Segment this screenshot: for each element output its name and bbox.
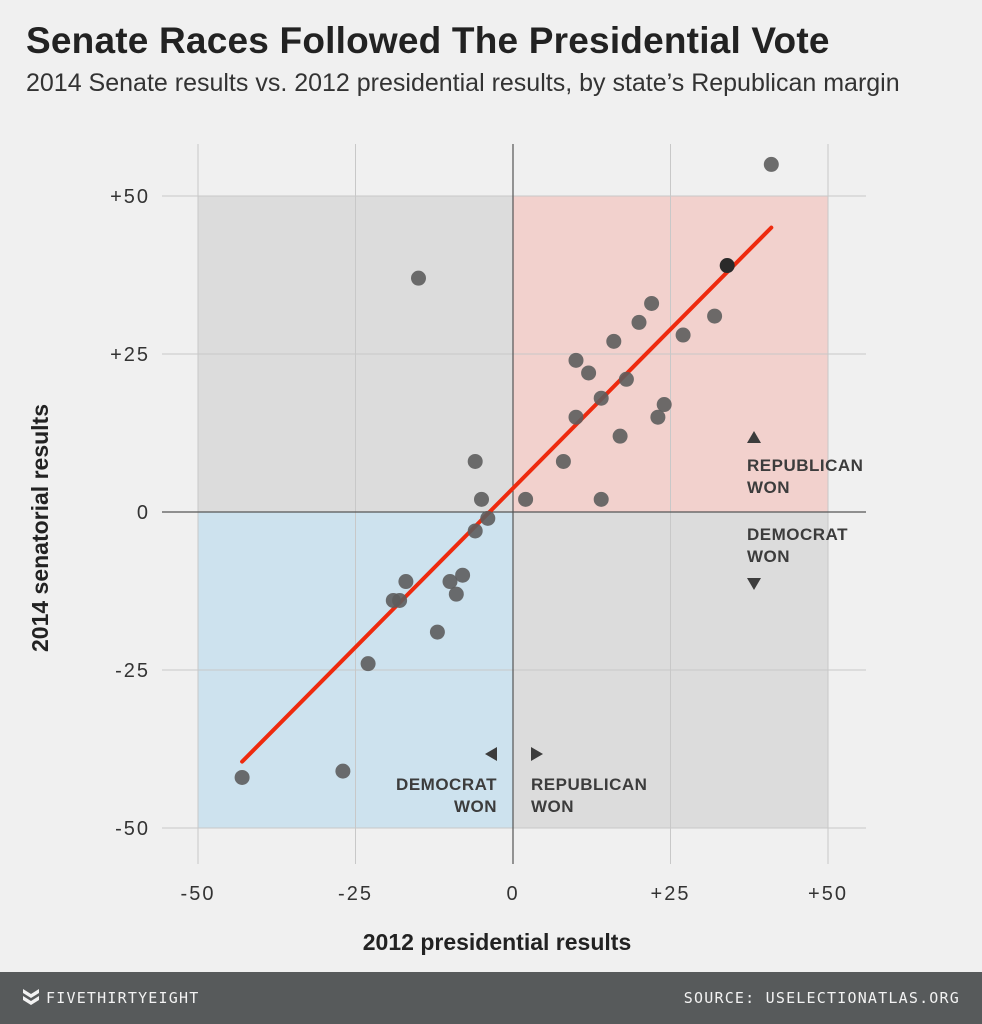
down-arrow-icon bbox=[747, 578, 761, 590]
labels: REPUBLICAN WON DEMOCRAT WON DEMOCRAT WON REPUB… bbox=[396, 431, 863, 816]
state-point bbox=[555, 453, 571, 469]
state-point bbox=[429, 624, 445, 640]
state-point bbox=[398, 574, 414, 590]
x-tick-label: +50 bbox=[808, 883, 848, 905]
state-point bbox=[411, 270, 426, 286]
footer-brand: FIVETHIRTYEIGHT bbox=[46, 989, 200, 1007]
footer-source: SOURCE: USELECTIONATLAS.ORG bbox=[683, 989, 960, 1007]
state-point bbox=[442, 574, 458, 590]
state-point bbox=[335, 763, 351, 779]
y-tick-label: 0 bbox=[137, 502, 150, 524]
state-point bbox=[360, 656, 376, 672]
chart-title: Senate Races Followed The Presidential V… bbox=[26, 20, 830, 61]
state-point bbox=[448, 586, 464, 602]
y-axis-label: 2014 senatorial results bbox=[27, 404, 53, 652]
state-point bbox=[581, 365, 597, 381]
state-point bbox=[234, 769, 250, 785]
annotation-democrat-won-y: DEMOCRAT WON bbox=[747, 525, 848, 566]
y-tick-label: -50 bbox=[115, 818, 150, 840]
y-tick-label: -25 bbox=[115, 660, 150, 682]
state-point bbox=[631, 314, 647, 330]
state-point bbox=[467, 453, 483, 469]
state-point bbox=[568, 352, 584, 368]
state-point bbox=[593, 491, 609, 507]
x-tick-label: +25 bbox=[651, 883, 691, 905]
trend-line bbox=[240, 225, 774, 764]
state-point bbox=[763, 156, 779, 172]
annotation-democrat-won-x: DEMOCRAT WON bbox=[396, 775, 497, 816]
state-point bbox=[675, 327, 691, 343]
state-point bbox=[707, 308, 723, 324]
trend-line-group bbox=[240, 225, 774, 764]
scatter-chart: -50 -50 -25 -25 0 0 +25 +25 +50 +50 2012 president… bbox=[27, 144, 866, 955]
state-point bbox=[480, 510, 496, 526]
y-tick-label: +50 bbox=[110, 186, 150, 208]
x-axis-label: 2012 presidential results bbox=[363, 929, 631, 955]
highlighted-state-point bbox=[719, 258, 735, 274]
state-point bbox=[455, 567, 471, 583]
x-tick-label: -25 bbox=[338, 883, 373, 905]
chart-subtitle: 2014 Senate results vs. 2012 presidentia… bbox=[26, 69, 900, 97]
state-point bbox=[392, 592, 408, 608]
state-point bbox=[644, 295, 660, 311]
grid bbox=[162, 144, 866, 864]
state-point bbox=[568, 409, 584, 425]
state-point bbox=[606, 333, 622, 349]
state-point bbox=[618, 371, 634, 387]
up-arrow-icon bbox=[747, 431, 761, 443]
points bbox=[234, 156, 779, 785]
state-point bbox=[467, 523, 483, 539]
annotation-republican-won-y: REPUBLICAN WON bbox=[747, 456, 863, 497]
left-arrow-icon bbox=[485, 747, 497, 761]
state-point bbox=[656, 397, 672, 413]
annotation-republican-won-x: REPUBLICAN WON bbox=[531, 775, 647, 816]
axes: -50 -50 -25 -25 0 0 +25 +25 +50 +50 2012 president… bbox=[27, 144, 866, 955]
state-point bbox=[650, 409, 666, 425]
state-point bbox=[518, 491, 534, 507]
x-tick-label: -50 bbox=[181, 883, 216, 905]
y-tick-label: +25 bbox=[110, 344, 150, 366]
state-point bbox=[612, 428, 628, 444]
fivethirtyeight-logo-icon bbox=[23, 989, 39, 1005]
x-tick-label: 0 bbox=[506, 883, 519, 905]
right-arrow-icon bbox=[531, 747, 543, 761]
footer: FIVETHIRTYEIGHT SOURCE: USELECTIONATLAS.… bbox=[0, 972, 982, 1024]
state-point bbox=[593, 390, 609, 406]
state-point bbox=[474, 491, 489, 507]
